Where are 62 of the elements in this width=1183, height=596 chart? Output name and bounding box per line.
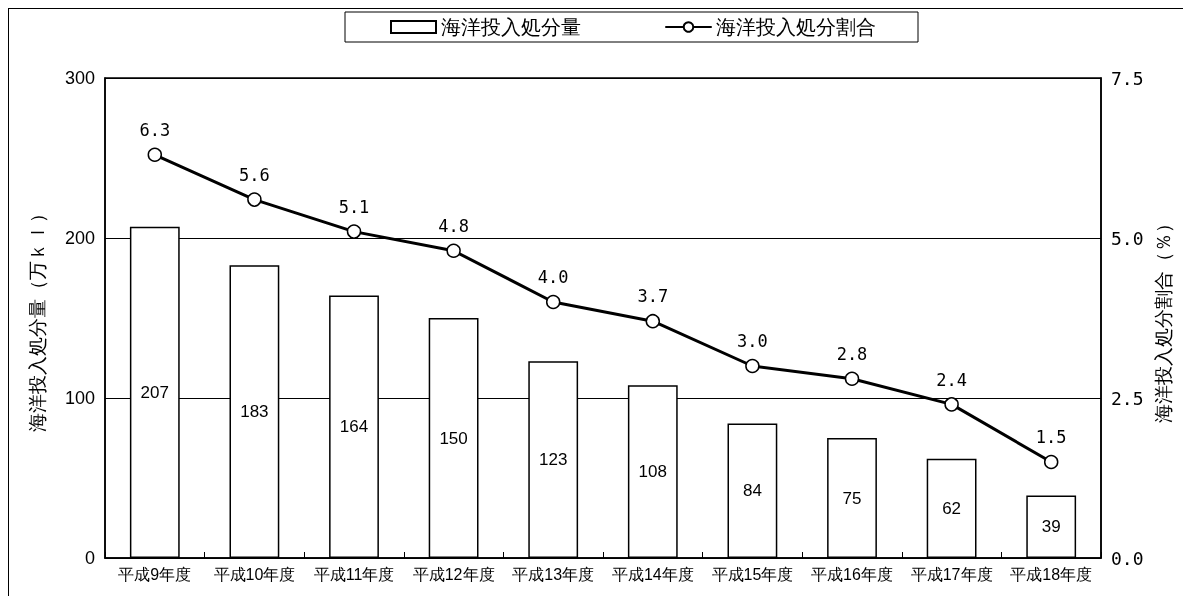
bar (428, 318, 479, 558)
point (745, 358, 760, 374)
bar (129, 226, 180, 558)
data-label: 150 (439, 428, 468, 448)
x-tick-label: 平成13年度 (512, 565, 595, 583)
x-tick-label: 平成12年度 (412, 565, 495, 583)
x-tick-label: 平成15年度 (711, 565, 794, 583)
data-label: 39 (1041, 517, 1061, 537)
point (147, 147, 163, 163)
bar (827, 438, 877, 558)
x-tick-label: 平成18年度 (1010, 565, 1093, 583)
legend-label: 海洋投入処分量 (441, 16, 581, 38)
data-label: 4.8 (438, 216, 469, 237)
data-label: 164 (339, 417, 369, 437)
point (247, 192, 262, 207)
data-label: 2.4 (936, 369, 967, 390)
data-label: 207 (140, 382, 169, 402)
y2-tick-label: 7.5 (1111, 67, 1144, 89)
point (545, 294, 561, 310)
y-tick-label: 200 (64, 228, 95, 248)
x-tick-label: 平成14年度 (611, 565, 694, 583)
point (944, 397, 959, 412)
bar (329, 295, 379, 558)
x-tick-label: 平成11年度 (313, 565, 395, 583)
data-label: 62 (942, 498, 962, 518)
data-label: 3.0 (737, 331, 768, 352)
y-tick-label: 0 (84, 548, 95, 568)
bar (229, 265, 280, 558)
data-label: 5.6 (239, 164, 270, 185)
point (346, 224, 362, 239)
bar (1026, 495, 1077, 558)
bar (926, 458, 977, 558)
bar (627, 385, 678, 558)
x-tick-label: 平成9年度 (118, 565, 192, 583)
data-label: 4.0 (537, 267, 569, 288)
point (446, 243, 461, 259)
point (645, 313, 661, 329)
y2-tick-label: 0.0 (1111, 547, 1144, 569)
data-label: 2.8 (836, 344, 868, 365)
x-tick-label: 平成17年度 (910, 565, 993, 583)
data-label: 183 (240, 402, 269, 422)
data-label: 75 (842, 488, 862, 508)
legend-label: 海洋投入処分割合 (716, 16, 876, 38)
y-tick-label: 100 (64, 388, 95, 408)
y-axis-title: 海洋投入処分量（万ｋｌ） (27, 204, 48, 432)
bar (727, 423, 778, 558)
x-tick-label: 平成10年度 (213, 565, 296, 583)
y2-tick-label: 2.5 (1111, 387, 1144, 409)
x-tick-label: 平成16年度 (811, 565, 893, 583)
bar (528, 361, 579, 558)
y2-tick-label: 5.0 (1111, 227, 1144, 249)
data-label: 6.3 (139, 120, 171, 141)
y2-axis-title: 海洋投入処分割合（％） (1153, 213, 1175, 423)
data-label: 1.5 (1035, 427, 1067, 448)
data-label: 84 (742, 481, 762, 501)
y-tick-label: 300 (64, 68, 95, 88)
data-label: 5.1 (338, 196, 370, 217)
data-label: 108 (638, 462, 667, 482)
point (844, 371, 860, 387)
data-label: 3.7 (637, 286, 669, 307)
point (1043, 454, 1059, 470)
data-label: 123 (539, 450, 568, 470)
